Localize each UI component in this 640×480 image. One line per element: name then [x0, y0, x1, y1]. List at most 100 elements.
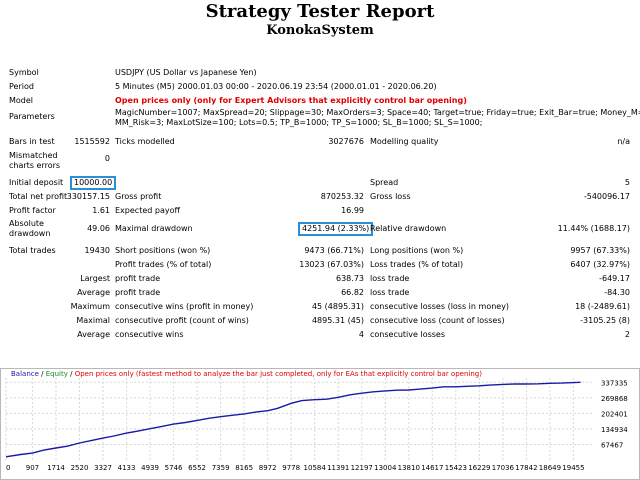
- avg-wins-value: 4: [358, 330, 364, 339]
- y-tick-label: 269868: [601, 395, 628, 403]
- short-positions-value: 9473 (66.71%): [304, 246, 364, 255]
- avg-losses-value: 2: [624, 330, 630, 339]
- abs-drawdown-label-2: drawdown: [9, 229, 51, 238]
- x-tick-label: 4939: [141, 464, 159, 472]
- avg-losses-label: consecutive losses: [370, 330, 446, 339]
- gross-loss-label: Gross loss: [370, 192, 411, 201]
- deposit-value: 10000.00: [69, 176, 117, 190]
- legend-note: Open prices only (fastest method to anal…: [75, 370, 483, 378]
- total-trades-label: Total trades: [9, 246, 56, 255]
- report-title: Strategy Tester Report: [205, 1, 435, 22]
- largest-label: Largest: [80, 274, 110, 283]
- payoff-label: Expected payoff: [115, 206, 180, 215]
- largest-loss-value: -649.17: [599, 274, 630, 283]
- spread-label: Spread: [370, 178, 399, 187]
- loss-trades-value: 6407 (32.97%): [570, 260, 630, 269]
- x-tick-label: 13004: [374, 464, 397, 472]
- y-tick-label: 202401: [601, 410, 628, 418]
- x-tick-label: 907: [26, 464, 39, 472]
- net-profit-value: 330157.15: [66, 192, 110, 201]
- bars-label: Bars in test: [9, 137, 55, 146]
- short-positions-label: Short positions (won %): [115, 246, 211, 255]
- largest-loss-label: loss trade: [370, 274, 410, 283]
- x-tick-label: 17842: [515, 464, 537, 472]
- largest-profit-label: profit trade: [115, 274, 161, 283]
- net-profit-label: Total net profit: [9, 192, 68, 201]
- chart-frame: [0, 368, 640, 480]
- rel-drawdown-value: 11.44% (1688.17): [557, 224, 630, 233]
- long-positions-label: Long positions (won %): [370, 246, 464, 255]
- symbol-label: Symbol: [9, 68, 39, 77]
- avg-wins-label: consecutive wins: [115, 330, 184, 339]
- maximum-label: Maximum: [70, 302, 110, 311]
- profit-trades-label: Profit trades (% of total): [115, 260, 212, 269]
- x-tick-label: 5746: [165, 464, 183, 472]
- profit-factor-label: Profit factor: [9, 206, 56, 215]
- abs-drawdown-value: 49.06: [87, 224, 110, 233]
- quality-value: n/a: [617, 137, 630, 146]
- profit-trades-value: 13023 (67.03%): [299, 260, 364, 269]
- max-losses-label: consecutive losses (loss in money): [370, 302, 510, 311]
- balance-chart: Balance / Equity / Open prices only (fas…: [0, 368, 640, 480]
- y-tick-label: 337335: [601, 379, 628, 387]
- avg-loss-value: -84.30: [604, 288, 630, 297]
- rel-drawdown-label: Relative drawdown: [370, 224, 447, 233]
- largest-profit-value: 638.73: [336, 274, 364, 283]
- gross-profit-value: 870253.32: [320, 192, 364, 201]
- period-value: 5 Minutes (M5) 2000.01.03 00:00 - 2020.0…: [115, 82, 437, 91]
- x-tick-label: 1714: [47, 464, 65, 472]
- x-tick-label: 12197: [351, 464, 373, 472]
- profit-factor-value: 1.61: [92, 206, 110, 215]
- chart-x-ticks: 0 907 1714 2520 3327 4133 4939 5746 6552 7359 8165…: [6, 464, 585, 472]
- chart-legend: Balance / Equity / Open prices only (fas…: [11, 370, 482, 378]
- maximal-profit-value: 4895.31 (45): [311, 316, 364, 325]
- maximal-loss-value: -3105.25 (8): [580, 316, 630, 325]
- x-tick-label: 3327: [94, 464, 112, 472]
- x-tick-label: 8165: [235, 464, 253, 472]
- spread-value: 5: [624, 178, 630, 187]
- max-drawdown-label: Maximal drawdown: [115, 224, 193, 233]
- x-tick-label: 9778: [282, 464, 300, 472]
- average-label: Average: [77, 288, 110, 297]
- ticks-value: 3027676: [328, 137, 364, 146]
- y-tick-label: 134934: [601, 426, 628, 434]
- x-tick-label: 6552: [188, 464, 206, 472]
- quality-label: Modelling quality: [370, 137, 439, 146]
- avg-profit-label: profit trade: [115, 288, 161, 297]
- symbol-value: USDJPY (US Dollar vs Japanese Yen): [115, 68, 257, 77]
- total-trades-value: 19430: [84, 246, 110, 255]
- mismatch-value: 0: [104, 154, 110, 163]
- legend-sep-1: /: [39, 370, 46, 378]
- payoff-value: 16.99: [341, 206, 364, 215]
- loss-trades-label: Loss trades (% of total): [370, 260, 464, 269]
- x-tick-label: 14617: [421, 464, 443, 472]
- chart-grid: [5, 378, 594, 460]
- x-tick-label: 4133: [118, 464, 136, 472]
- max-wins-value: 45 (4895.31): [311, 302, 364, 311]
- average2-label: Average: [77, 330, 110, 339]
- x-tick-label: 10584: [304, 464, 327, 472]
- y-tick-label: 67467: [601, 441, 623, 449]
- maximal-loss-label: consecutive loss (count of losses): [370, 316, 505, 325]
- avg-loss-label: loss trade: [370, 288, 410, 297]
- report-subtitle: KonokaSystem: [266, 23, 374, 38]
- x-tick-label: 19455: [562, 464, 584, 472]
- max-drawdown-value: 4251.94 (2.33%): [297, 222, 374, 236]
- maximal-label: Maximal: [76, 316, 110, 325]
- x-tick-label: 0: [6, 464, 10, 472]
- gross-loss-value: -540096.17: [583, 192, 630, 201]
- parameters-label: Parameters: [9, 112, 55, 121]
- long-positions-value: 9957 (67.33%): [570, 246, 630, 255]
- period-label: Period: [9, 82, 34, 91]
- model-label: Model: [9, 96, 34, 105]
- x-tick-label: 13810: [398, 464, 420, 472]
- balance-line: [5, 381, 581, 458]
- x-tick-label: 8972: [259, 464, 277, 472]
- x-tick-label: 15423: [445, 464, 467, 472]
- ticks-label: Ticks modelled: [115, 137, 175, 146]
- x-tick-label: 7359: [212, 464, 230, 472]
- max-wins-label: consecutive wins (profit in money): [115, 302, 254, 311]
- maximal-profit-label: consecutive profit (count of wins): [115, 316, 249, 325]
- abs-drawdown-label-1: Absolute: [9, 219, 44, 228]
- bars-value: 1515592: [74, 137, 110, 146]
